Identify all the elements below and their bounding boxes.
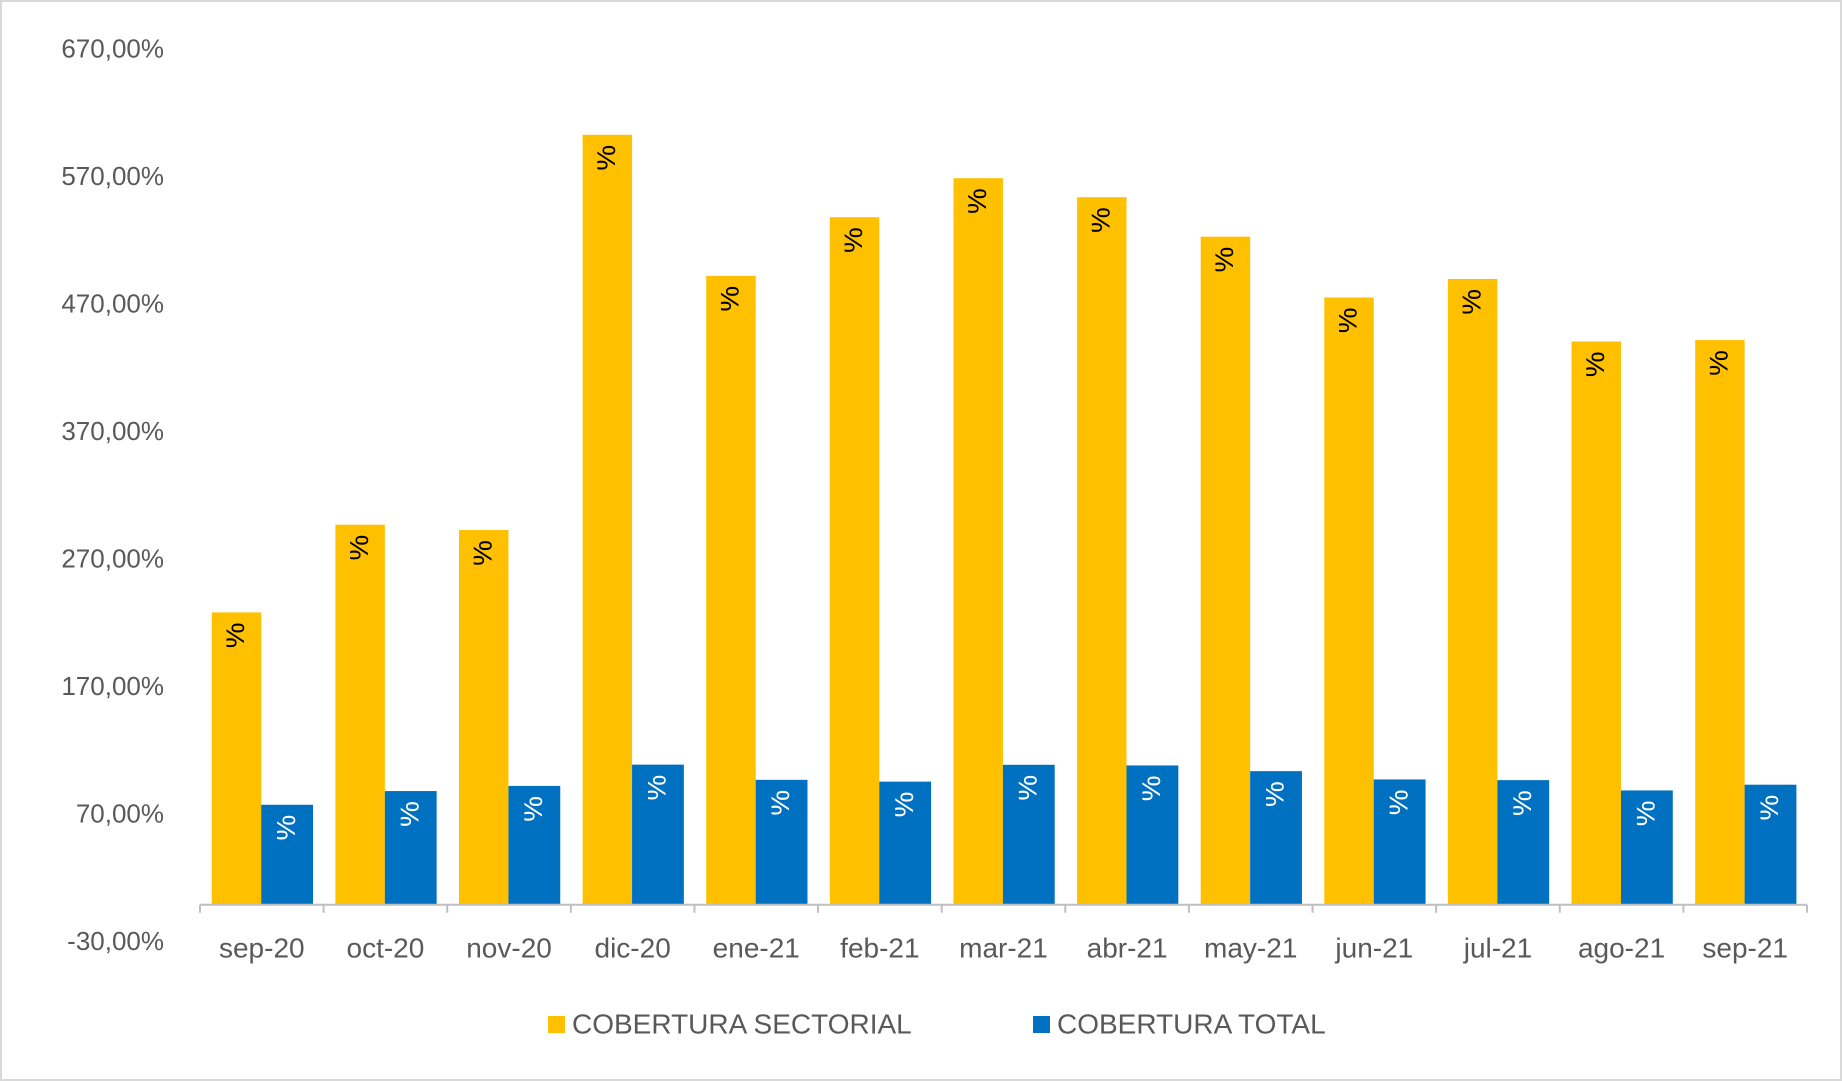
bar bbox=[1571, 341, 1621, 905]
bar bbox=[1126, 765, 1179, 905]
y-tick-label: 670,00% bbox=[61, 33, 164, 63]
data-label: 109,78% bbox=[1011, 775, 1043, 890]
data-label: 441,80% bbox=[1579, 351, 1611, 466]
bar bbox=[1744, 784, 1797, 905]
bar bbox=[1250, 771, 1302, 905]
data-label: 109,26% bbox=[1135, 775, 1167, 890]
x-tick-label: mar-21 bbox=[959, 932, 1048, 963]
x-tick-label: ago-21 bbox=[1578, 932, 1665, 963]
data-label: 442,89% bbox=[1703, 350, 1735, 465]
x-tick-label: jul-21 bbox=[1463, 932, 1532, 963]
y-tick-label: 470,00% bbox=[61, 288, 164, 318]
x-tick-label: feb-21 bbox=[840, 932, 919, 963]
bar bbox=[1077, 197, 1127, 905]
bar bbox=[829, 217, 880, 905]
data-label: 94,16% bbox=[1753, 795, 1785, 893]
bar bbox=[211, 612, 262, 905]
data-label: 97,73% bbox=[1506, 790, 1538, 888]
bar bbox=[384, 791, 437, 905]
bar bbox=[706, 275, 756, 905]
bar bbox=[1497, 780, 1550, 905]
data-label: 569,84% bbox=[961, 188, 993, 302]
y-tick-label: 70,00% bbox=[76, 798, 164, 828]
y-tick-label: 570,00% bbox=[61, 161, 164, 191]
bar bbox=[508, 785, 561, 905]
data-label: 229,30% bbox=[219, 622, 251, 737]
bar bbox=[755, 779, 808, 905]
x-tick-label: ene-21 bbox=[713, 932, 800, 963]
data-label: 109,90% bbox=[641, 775, 673, 890]
bar bbox=[335, 524, 385, 905]
data-label: 98,28% bbox=[1382, 789, 1414, 887]
bar bbox=[1695, 340, 1745, 905]
bar bbox=[582, 134, 633, 905]
x-tick-label: abr-21 bbox=[1087, 932, 1168, 963]
data-label: 539,26% bbox=[837, 227, 869, 341]
data-label: 104,79% bbox=[1259, 781, 1291, 896]
legend-swatch bbox=[548, 1016, 565, 1033]
bar bbox=[1002, 764, 1055, 905]
data-label: 96,56% bbox=[888, 792, 920, 890]
data-label: 78,43% bbox=[270, 815, 302, 913]
data-label: 97,97% bbox=[764, 790, 796, 888]
data-label: 603,91% bbox=[590, 145, 622, 260]
bar bbox=[1620, 790, 1673, 905]
x-tick-label: nov-20 bbox=[466, 932, 552, 963]
legend-swatch bbox=[1033, 1016, 1050, 1033]
bar bbox=[632, 764, 684, 905]
x-tick-label: may-21 bbox=[1204, 932, 1297, 963]
bar bbox=[1373, 779, 1426, 905]
bar bbox=[879, 781, 932, 905]
y-tick-label: 270,00% bbox=[61, 543, 164, 573]
data-label: 89,16% bbox=[393, 801, 425, 899]
y-tick-label: 170,00% bbox=[61, 671, 164, 701]
x-tick-label: sep-21 bbox=[1702, 932, 1788, 963]
data-label: 293,88% bbox=[466, 540, 498, 655]
data-label: 554,94% bbox=[1084, 207, 1116, 322]
legend-label: COBERTURA TOTAL bbox=[1057, 1008, 1326, 1039]
legend-label: COBERTURA SECTORIAL bbox=[572, 1008, 912, 1039]
bar bbox=[1447, 278, 1498, 905]
data-label: 493,26% bbox=[714, 286, 746, 401]
x-tick-label: oct-20 bbox=[347, 932, 425, 963]
bar bbox=[459, 530, 509, 905]
x-tick-label: jun-21 bbox=[1334, 932, 1413, 963]
data-label: 298,07% bbox=[343, 535, 375, 650]
data-label: 523,98% bbox=[1208, 247, 1240, 362]
data-label: 89,67% bbox=[1630, 800, 1662, 898]
data-label: 476,29% bbox=[1332, 307, 1364, 422]
bar bbox=[1200, 236, 1251, 905]
y-tick-label: 370,00% bbox=[61, 416, 164, 446]
x-tick-label: sep-20 bbox=[219, 932, 305, 963]
bar bbox=[953, 178, 1003, 905]
x-tick-label: dic-20 bbox=[595, 932, 671, 963]
data-label: 490,82% bbox=[1455, 289, 1487, 404]
y-tick-label: -30,00% bbox=[67, 926, 164, 956]
bar bbox=[1324, 297, 1374, 905]
data-label: 93,20% bbox=[517, 796, 549, 894]
bar bbox=[261, 804, 314, 905]
